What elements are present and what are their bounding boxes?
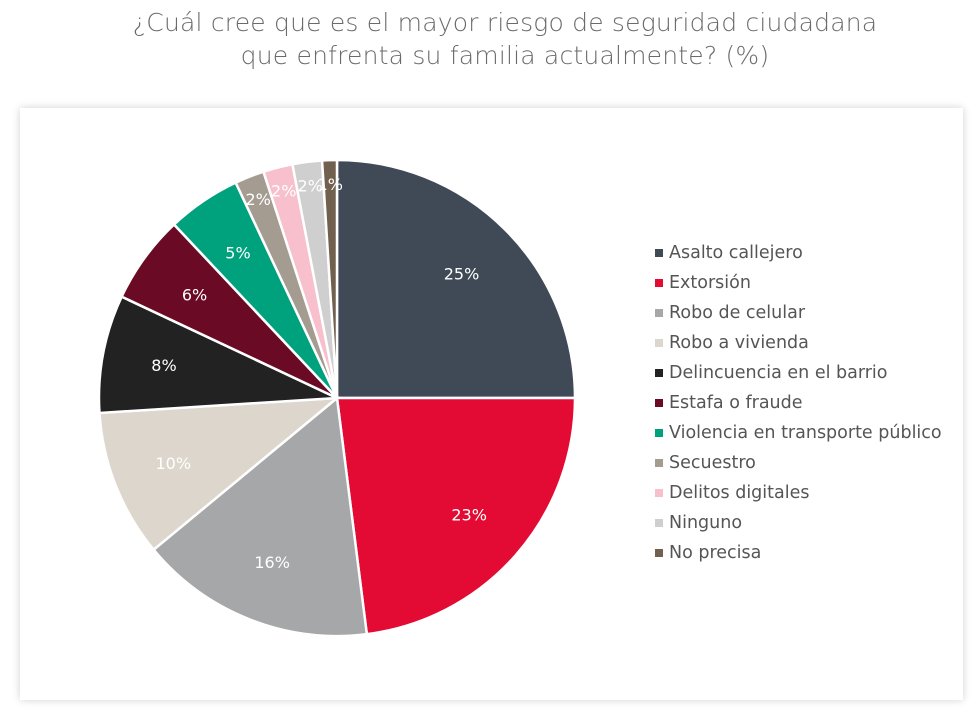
legend-swatch <box>655 489 663 497</box>
legend-label: Extorsión <box>669 273 751 293</box>
title-line-2: que enfrenta su familia actualmente? (%) <box>240 41 770 70</box>
legend-swatch <box>655 279 663 287</box>
legend-item: Ninguno <box>655 508 942 538</box>
data-label: 6% <box>182 285 207 304</box>
data-label: 23% <box>451 505 487 524</box>
legend-label: No precisa <box>669 543 762 563</box>
legend-swatch <box>655 459 663 467</box>
data-label: 2% <box>297 176 322 195</box>
legend-item: Robo de celular <box>655 298 942 328</box>
pie-slice <box>98 396 341 552</box>
data-label: 2% <box>245 190 270 209</box>
data-label: 25% <box>444 264 480 283</box>
chart-title: ¿Cuál cree que es el mayor riesgo de seg… <box>0 6 979 72</box>
legend-label: Secuestro <box>669 453 756 473</box>
data-label: 2% <box>271 182 296 201</box>
legend-label: Delincuencia en el barrio <box>669 363 888 383</box>
legend-label: Robo a vivienda <box>669 333 809 353</box>
title-line-1: ¿Cuál cree que es el mayor riesgo de seg… <box>132 8 878 37</box>
legend-swatch <box>655 339 663 347</box>
legend-item: No precisa <box>655 538 942 568</box>
pie-slice <box>97 295 338 415</box>
legend-swatch <box>655 429 663 437</box>
legend-label: Ninguno <box>669 513 743 533</box>
legend-item: Secuestro <box>655 448 942 478</box>
legend-swatch <box>655 519 663 527</box>
data-label: 10% <box>155 454 191 473</box>
legend-label: Robo de celular <box>669 303 806 323</box>
legend-swatch <box>655 399 663 407</box>
legend-item: Violencia en transporte público <box>655 418 942 448</box>
pie-slice <box>320 158 339 399</box>
legend-label: Delitos digitales <box>669 483 810 503</box>
legend-item: Extorsión <box>655 268 942 298</box>
legend-label: Estafa o fraude <box>669 393 803 413</box>
legend-item: Asalto callejero <box>655 238 942 268</box>
legend-item: Delitos digitales <box>655 478 942 508</box>
legend-item: Delincuencia en el barrio <box>655 358 942 388</box>
pie-slice <box>151 395 369 638</box>
data-label: 5% <box>225 243 250 262</box>
legend-label: Violencia en transporte público <box>669 423 942 443</box>
legend-label: Asalto callejero <box>669 243 803 263</box>
pie-slice <box>335 396 577 636</box>
data-label: 16% <box>254 553 290 572</box>
legend-item: Robo a vivienda <box>655 328 942 358</box>
legend-swatch <box>655 309 663 317</box>
legend: Asalto callejero Extorsión Robo de celular… <box>655 238 942 568</box>
data-label: 1% <box>318 175 343 194</box>
legend-swatch <box>655 369 663 377</box>
legend-swatch <box>655 249 663 257</box>
legend-item: Estafa o fraude <box>655 388 942 418</box>
data-label: 8% <box>151 356 176 375</box>
legend-swatch <box>655 549 663 557</box>
pie-slice <box>335 158 577 400</box>
